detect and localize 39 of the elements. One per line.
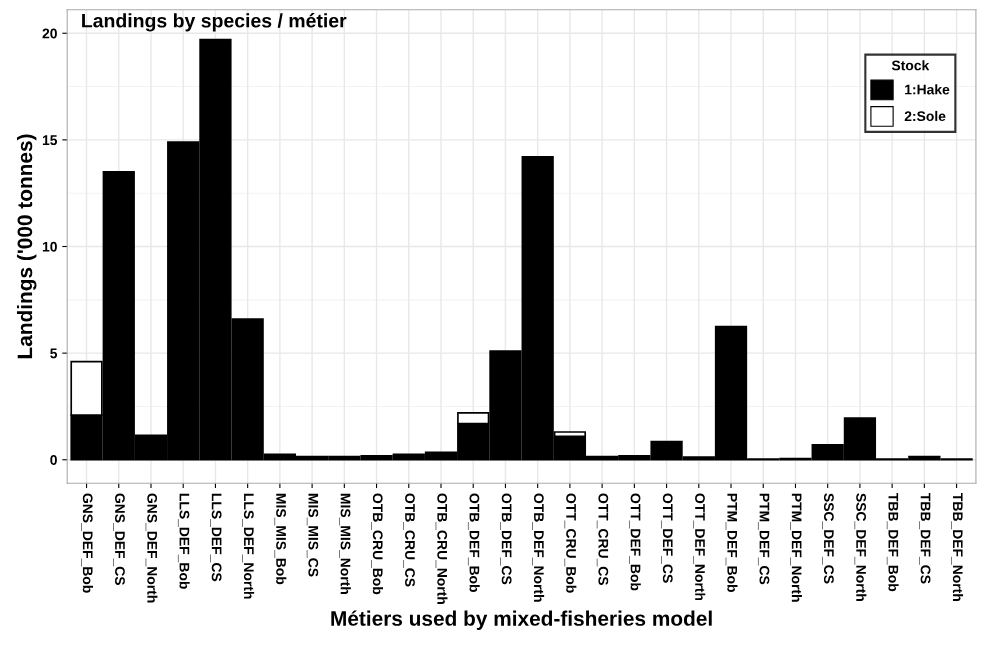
x-tick-label: OTT_CRU_Bob — [564, 493, 577, 593]
y-tick-label: 0 — [50, 455, 57, 465]
x-tick-label: OTT_DEF_CS — [661, 493, 673, 583]
x-tick-label: OTB_DEF_CS — [500, 493, 512, 585]
x-tick-label: LLS_DEF_CS — [210, 493, 222, 582]
x-tick-label: TBB_DEF_CS — [919, 493, 931, 584]
x-tick-label: GNS_DEF_CS — [113, 493, 125, 586]
y-tick-label: 10 — [42, 241, 57, 252]
legend-label: 2:Sole — [904, 110, 946, 122]
x-tick-label: GNS_DEF_North — [145, 493, 158, 603]
x-tick-label: OTT_CRU_CS — [596, 493, 609, 585]
x-tick-label: SSC_DEF_North — [854, 493, 867, 601]
x-axis-title: Métiers used by mixed-fisheries model — [331, 610, 712, 630]
x-tick-label: OTB_CRU_Bob — [371, 493, 384, 595]
x-tick-label: LLS_DEF_North — [242, 493, 255, 599]
x-tick-label: TBB_DEF_North — [951, 493, 964, 601]
legend-label: 1:Hake — [905, 84, 950, 95]
x-tick-label: PTM_DEF_North — [790, 493, 802, 602]
y-tick-label: 5 — [50, 348, 58, 359]
x-tick-label: PTM_DEF_Bob — [725, 493, 738, 592]
x-tick-label: SSC_DEF_CS — [822, 493, 834, 584]
x-tick-label: OTB_CRU_CS — [403, 493, 415, 587]
x-tick-label: GNS_DEF_Bob — [81, 493, 94, 593]
x-tick-label: LLS_DEF_Bob — [177, 493, 190, 589]
chart-title: Landings by species / métier — [82, 13, 347, 32]
y-tick-label: 20 — [42, 28, 57, 39]
x-tick-label: OTB_DEF_Bob — [467, 493, 480, 592]
x-tick-label: OTT_DEF_Bob — [629, 493, 641, 591]
y-axis-title: Landings ('000 tonnes) — [16, 134, 37, 359]
x-tick-label: OTB_CRU_North — [435, 493, 448, 604]
x-tick-label: MIS_MIS_CS — [306, 493, 319, 577]
legend-title: Stock — [891, 60, 930, 71]
x-tick-label: MIS_MIS_Bob — [274, 493, 287, 585]
x-tick-label: MIS_MIS_North — [339, 493, 351, 594]
x-tick-label: OTB_DEF_North — [532, 493, 545, 602]
x-tick-label: TBB_DEF_Bob — [886, 493, 899, 592]
x-tick-label: OTT_DEF_North — [693, 493, 706, 601]
y-tick-label: 15 — [42, 135, 58, 146]
x-tick-label: PTM_DEF_CS — [757, 493, 770, 585]
